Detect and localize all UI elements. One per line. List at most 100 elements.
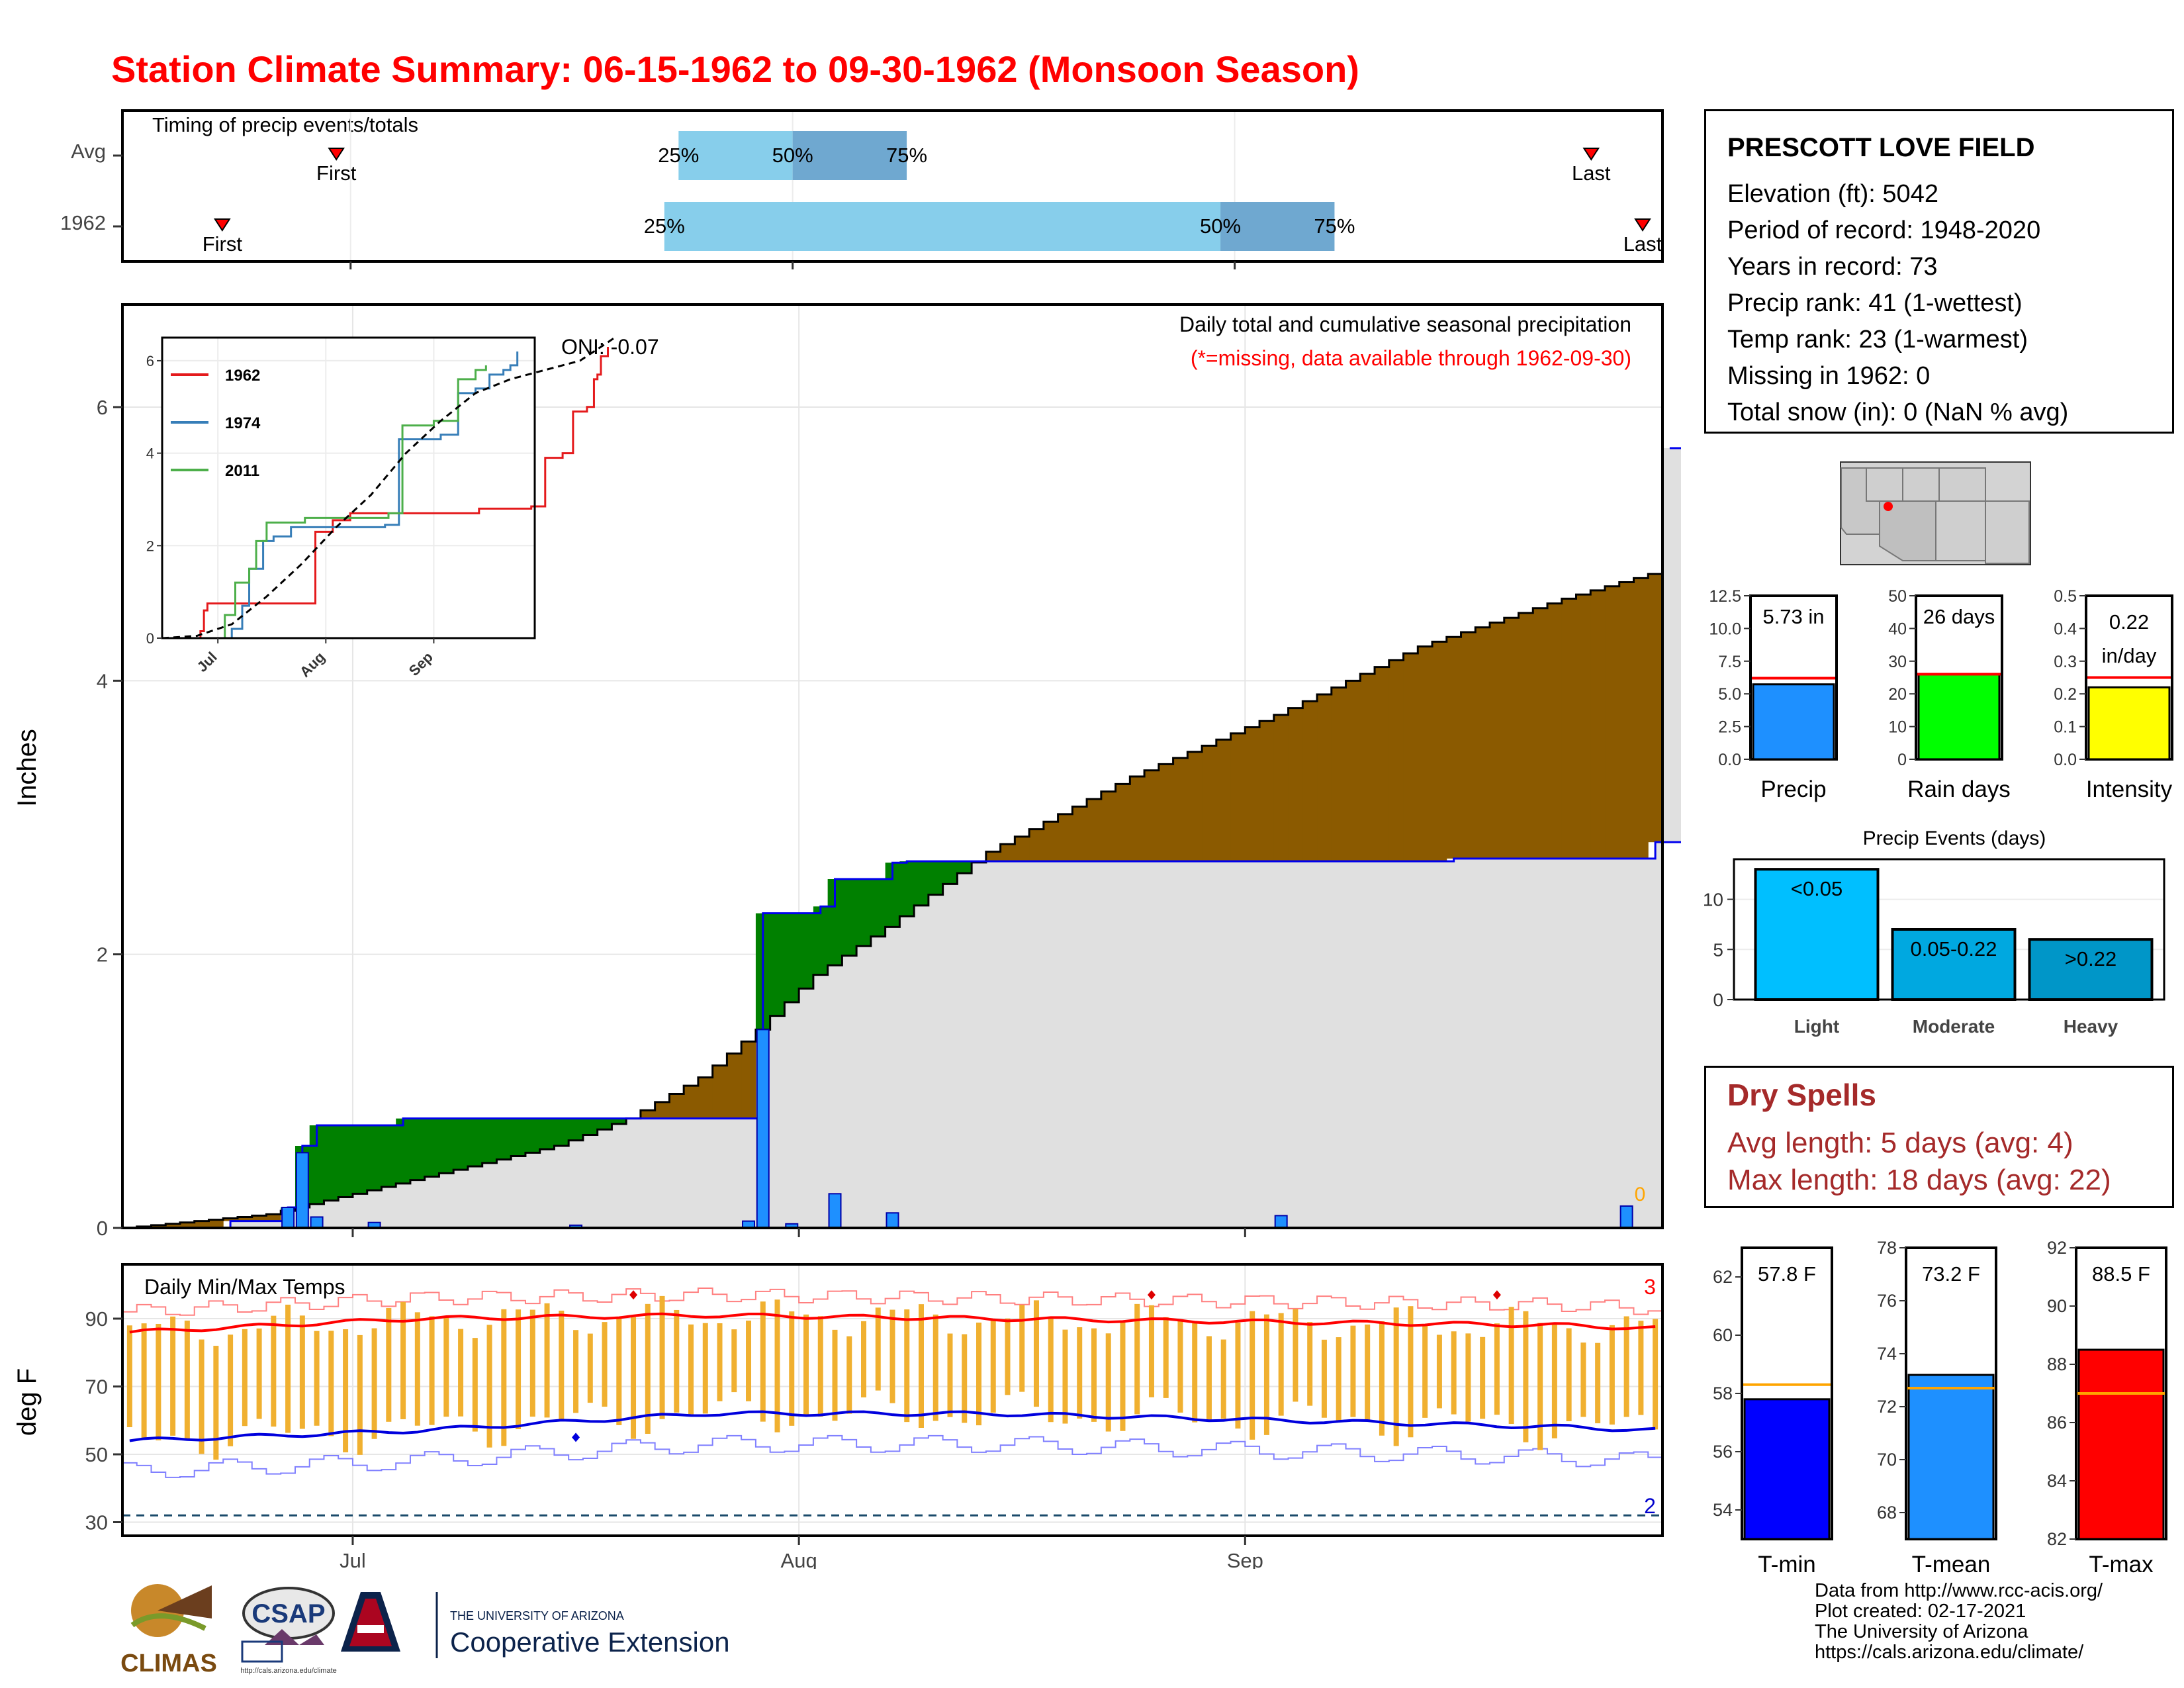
daily-temp-bar <box>1379 1321 1385 1436</box>
below-average-fill <box>1432 641 1447 862</box>
daily-temp-bar <box>774 1299 780 1432</box>
daily-temp-bar <box>947 1333 953 1417</box>
inset-legend-label: 1974 <box>225 414 261 432</box>
tbar-ytick-label: 76 <box>1877 1291 1897 1311</box>
below-average-fill <box>1000 844 1015 862</box>
daily-temp-bar <box>1638 1321 1644 1415</box>
tbar-ytick-label: 56 <box>1713 1442 1733 1462</box>
daily-temp-bar <box>1494 1323 1500 1415</box>
daily-precip-bar <box>828 1193 842 1229</box>
below-average-fill <box>1619 582 1635 859</box>
mini-value-unit: in/day <box>2102 644 2157 667</box>
daily-temp-bar <box>472 1338 478 1432</box>
event-bar <box>1891 928 2017 1001</box>
daily-temp-bar <box>1250 1311 1255 1440</box>
mini-ytick-label: 30 <box>1888 653 1907 671</box>
page-title: Station Climate Summary: 06-15-1962 to 0… <box>111 48 1359 90</box>
inset-ytick-label: 4 <box>146 445 154 462</box>
below-average-fill <box>1230 733 1246 862</box>
credits: Data from http://www.rcc-acis.org/ Plot … <box>1815 1581 2103 1663</box>
daily-temp-bar <box>544 1303 550 1418</box>
tbar-label: T-mean <box>1912 1552 1991 1577</box>
below-average-fill <box>1144 770 1160 862</box>
csap-logo: CSAP http://cals.arizona.edu/climate <box>240 1587 337 1675</box>
above-average-fill <box>482 1118 497 1163</box>
daily-temp-bar <box>271 1315 277 1427</box>
daily-temp-bar <box>1393 1307 1399 1446</box>
record-high-marker <box>629 1290 638 1300</box>
daily-temp-bar <box>861 1321 867 1398</box>
below-average-fill <box>1547 603 1563 859</box>
below-average-fill <box>1317 694 1332 862</box>
daily-temp-bar <box>1005 1318 1011 1395</box>
daily-temp-bar <box>1278 1313 1284 1416</box>
above-average-fill <box>770 913 785 1016</box>
daily-temp-bar <box>242 1329 248 1427</box>
above-average-fill <box>799 913 814 989</box>
daily-precip-bar <box>886 1212 899 1229</box>
mini-ytick-label: 10 <box>1888 718 1907 737</box>
climas-text: CLIMAS <box>120 1650 217 1677</box>
tbar-ytick-label: 54 <box>1713 1500 1733 1520</box>
above-average-fill <box>942 861 958 884</box>
tbar-ytick-label: 78 <box>1877 1238 1897 1258</box>
above-average-fill <box>827 879 842 966</box>
inset-ytick-label: 0 <box>146 630 154 647</box>
ua-small-text: THE UNIVERSITY OF ARIZONA <box>450 1609 624 1622</box>
events-ytick-label: 10 <box>1703 890 1723 910</box>
daily-temp-bar <box>702 1323 708 1414</box>
daily-temp-bar <box>962 1334 968 1423</box>
daily-temp-bar <box>299 1315 305 1429</box>
mini-ytick-label: 0.0 <box>1718 751 1741 769</box>
above-average-fill <box>582 1118 598 1135</box>
below-average-fill <box>1518 613 1533 859</box>
timing-row-1962-label: 1962 <box>60 211 106 234</box>
daily-temp-bar <box>1263 1314 1269 1435</box>
above-average-fill <box>554 1118 569 1146</box>
daily-temp-bar <box>429 1316 435 1425</box>
below-average-fill <box>208 1219 224 1228</box>
events-border <box>1733 858 2165 1001</box>
daily-temp-bar <box>631 1317 637 1439</box>
above-average-fill <box>914 861 929 906</box>
mini-ytick-label: 0 <box>1897 751 1907 769</box>
ytick-label: 90 <box>85 1307 108 1331</box>
above-average-fill <box>324 1125 339 1201</box>
daily-temp-bar <box>1595 1342 1601 1424</box>
daily-temp-bar <box>904 1309 910 1423</box>
mini-ytick-label: 2.5 <box>1718 718 1741 737</box>
above-average-fill <box>453 1118 469 1170</box>
precip-subheader: (*=missing, data available through 1962-… <box>1191 346 1631 370</box>
event-category-label: Heavy <box>2064 1016 2118 1037</box>
mini-ytick-label: 7.5 <box>1718 653 1741 671</box>
inset-background <box>162 338 535 638</box>
p50-label: 50% <box>772 144 813 167</box>
ytick-label: 50 <box>85 1443 108 1466</box>
below-average-fill <box>1101 791 1116 862</box>
below-average-fill <box>1418 646 1433 862</box>
daily-temp-bar <box>803 1314 809 1417</box>
above-average-fill <box>569 1118 584 1141</box>
above-average-fill <box>467 1118 483 1166</box>
daily-temp-bar <box>746 1320 752 1401</box>
daily-temp-bar <box>1206 1336 1212 1421</box>
daily-temp-bar <box>717 1323 723 1401</box>
daily-temp-bar <box>1623 1316 1629 1417</box>
below-average-fill <box>1360 674 1375 862</box>
tbar-value-label: 73.2 F <box>1922 1262 1980 1286</box>
plot-border <box>121 303 1664 1229</box>
first-marker <box>328 148 345 161</box>
daily-temp-bar <box>1134 1303 1140 1415</box>
daily-temp-bar <box>760 1301 766 1422</box>
daily-temp-bar <box>1148 1305 1154 1397</box>
daily-temp-bar <box>933 1314 938 1421</box>
xtick-label: Sep <box>1227 1549 1263 1569</box>
timing-chart: Timing of precip events/totals Avg 1962 … <box>60 109 1664 269</box>
below-average-fill <box>165 1223 181 1228</box>
daily-temp-bar <box>976 1322 981 1426</box>
events-ytick-label: 5 <box>1713 939 1723 960</box>
daily-temp-bar <box>1580 1342 1586 1417</box>
below-average-fill <box>655 1102 670 1119</box>
tbar-ytick-label: 90 <box>2047 1296 2067 1316</box>
daily-temp-bar <box>1307 1322 1313 1406</box>
